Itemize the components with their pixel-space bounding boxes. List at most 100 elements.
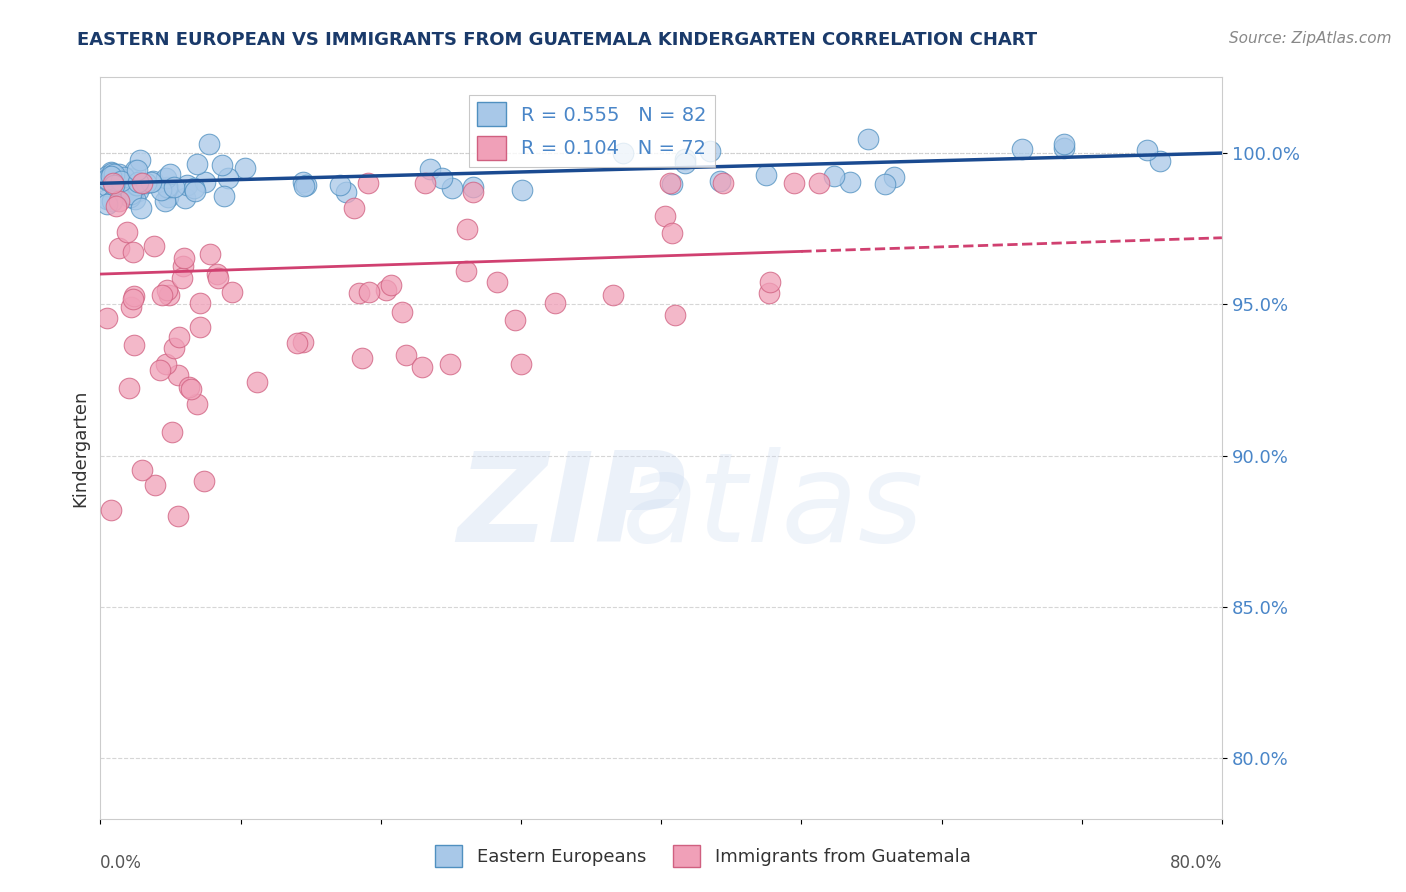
Point [150, 288, 173, 302]
Point [544, 296, 567, 310]
Point [124, 192, 146, 206]
Point [156, 189, 179, 203]
Point [174, 191, 197, 205]
Point [180, 383, 202, 397]
Point [454, 264, 477, 278]
Point [100, 502, 122, 516]
Point [122, 337, 145, 351]
Point [186, 397, 208, 411]
Point [101, 166, 124, 180]
Point [125, 178, 148, 192]
Point [96, 173, 118, 187]
Point [159, 167, 181, 181]
Point [177, 380, 200, 394]
Point [167, 329, 190, 343]
Point [391, 305, 413, 319]
Point [295, 178, 318, 192]
Point [105, 199, 128, 213]
Point [461, 180, 484, 194]
Point [217, 171, 239, 186]
Point [673, 152, 696, 166]
Point [292, 335, 315, 350]
Point [486, 275, 509, 289]
Point [808, 177, 831, 191]
Point [503, 313, 526, 327]
Point [211, 158, 233, 172]
Point [839, 175, 862, 189]
Point [96, 311, 118, 326]
Point [380, 278, 402, 293]
Point [1053, 141, 1076, 155]
Point [100, 169, 122, 183]
Point [375, 283, 398, 297]
Point [96, 179, 118, 194]
Point [131, 463, 153, 477]
Point [246, 375, 269, 389]
Point [212, 188, 235, 202]
Text: Source: ZipAtlas.com: Source: ZipAtlas.com [1229, 31, 1392, 46]
Point [96, 172, 118, 186]
Point [155, 284, 177, 298]
Point [135, 176, 157, 190]
Point [441, 181, 464, 195]
Point [124, 162, 146, 177]
Point [759, 275, 782, 289]
Point [602, 287, 624, 301]
Point [108, 194, 131, 208]
Point [675, 156, 697, 170]
Point [108, 167, 131, 181]
Point [510, 357, 533, 371]
Point [456, 222, 478, 236]
Point [285, 335, 308, 350]
Point [149, 183, 172, 197]
Point [128, 153, 150, 167]
Point [193, 474, 215, 488]
Point [357, 177, 380, 191]
Point [359, 285, 381, 299]
Point [347, 286, 370, 301]
Point [124, 289, 146, 303]
Point [411, 360, 433, 375]
Point [709, 174, 731, 188]
Point [183, 180, 205, 194]
Point [183, 184, 205, 198]
Point [127, 185, 149, 199]
Point [118, 190, 141, 204]
Point [112, 170, 135, 185]
Point [127, 163, 149, 178]
Point [188, 295, 211, 310]
Text: EASTERN EUROPEAN VS IMMIGRANTS FROM GUATEMALA KINDERGARTEN CORRELATION CHART: EASTERN EUROPEAN VS IMMIGRANTS FROM GUAT… [77, 31, 1038, 49]
Text: ZIP: ZIP [457, 447, 686, 568]
Point [103, 178, 125, 192]
Point [335, 186, 357, 200]
Text: 80.0%: 80.0% [1170, 855, 1222, 872]
Point [1053, 137, 1076, 152]
Point [117, 225, 139, 239]
Point [661, 227, 683, 241]
Point [127, 175, 149, 189]
Point [148, 362, 170, 376]
Point [172, 271, 194, 285]
Point [160, 425, 183, 440]
Point [108, 241, 131, 255]
Point [188, 319, 211, 334]
Point [162, 179, 184, 194]
Point [139, 175, 162, 189]
Point [419, 161, 441, 176]
Point [129, 201, 152, 215]
Legend: R = 0.555   N = 82, R = 0.104   N = 72: R = 0.555 N = 82, R = 0.104 N = 72 [470, 95, 714, 168]
Point [120, 187, 142, 202]
Point [858, 132, 880, 146]
Point [96, 192, 118, 206]
Point [395, 348, 418, 362]
Point [96, 171, 118, 186]
Point [350, 351, 373, 366]
Point [461, 185, 484, 199]
Point [103, 177, 125, 191]
Point [329, 178, 352, 192]
Point [104, 173, 127, 187]
Point [121, 245, 143, 260]
Point [758, 286, 780, 301]
Point [1011, 142, 1033, 156]
Point [413, 177, 436, 191]
